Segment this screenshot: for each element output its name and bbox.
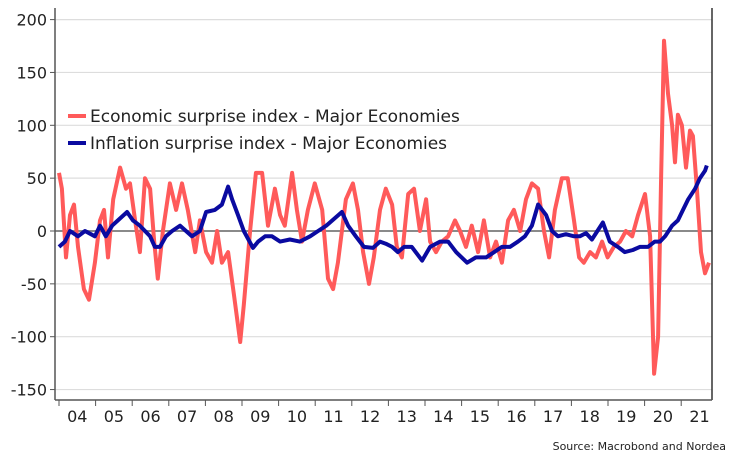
economic-surprise-line — [57, 38, 711, 376]
y-axis: 200 150 100 50 0 -50 -100 -150 — [11, 8, 713, 400]
x-tick-label: 20 — [653, 407, 673, 426]
x-tick-label: 19 — [616, 407, 636, 426]
x-tick-label: 15 — [470, 407, 490, 426]
inflation-surprise-line — [57, 164, 709, 265]
y-tick-label: 50 — [27, 169, 47, 188]
x-tick-label: 13 — [397, 407, 417, 426]
x-tick-label: 18 — [580, 407, 600, 426]
x-tick-label: 10 — [287, 407, 307, 426]
x-tick-label: 16 — [506, 407, 526, 426]
legend-label-inflation: Inflation surprise index - Major Economi… — [90, 134, 447, 154]
y-tick-label: 150 — [16, 63, 47, 82]
y-tick-label: 100 — [16, 116, 47, 135]
x-tick-label: 05 — [104, 407, 124, 426]
y-tick-label: 0 — [37, 222, 47, 241]
legend-label-economic: Economic surprise index - Major Economie… — [90, 107, 460, 127]
x-tick-label: 08 — [214, 407, 234, 426]
y-tick-label: -50 — [21, 275, 47, 294]
x-axis: 04 05 06 07 08 09 10 11 12 13 14 15 16 17 18 19 20 21 — [55, 399, 712, 426]
x-tick-label: 14 — [433, 407, 453, 426]
x-tick-label: 04 — [67, 407, 87, 426]
y-tick-label: 200 — [16, 11, 47, 30]
series-lines — [57, 38, 711, 376]
legend: Economic surprise index - Major Economie… — [68, 107, 460, 154]
y-tick-label: -150 — [11, 381, 47, 400]
source-note: Source: Macrobond and Nordea — [553, 440, 726, 453]
x-tick-label: 11 — [323, 407, 343, 426]
x-tick-label: 09 — [250, 407, 270, 426]
x-tick-label: 17 — [543, 407, 563, 426]
y-tick-label: -100 — [11, 328, 47, 347]
x-tick-label: 06 — [140, 407, 160, 426]
x-tick-label: 21 — [689, 407, 709, 426]
x-tick-label: 12 — [360, 407, 380, 426]
x-tick-label: 07 — [177, 407, 197, 426]
